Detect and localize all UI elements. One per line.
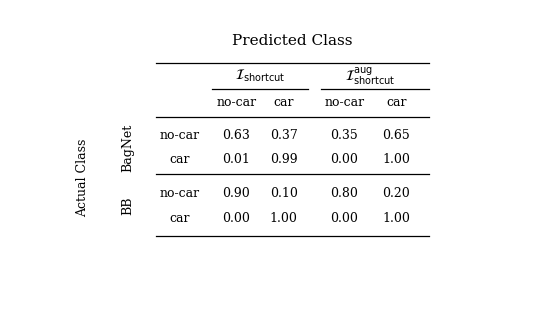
Text: Predicted Class: Predicted Class	[232, 34, 353, 48]
Text: 0.63: 0.63	[222, 129, 250, 143]
Text: 1.00: 1.00	[382, 154, 410, 167]
Text: 0.90: 0.90	[223, 187, 250, 200]
Text: 0.99: 0.99	[270, 154, 297, 167]
Text: 1.00: 1.00	[270, 212, 298, 225]
Text: car: car	[170, 212, 190, 225]
Text: no-car: no-car	[324, 96, 364, 109]
Text: 0.35: 0.35	[330, 129, 358, 143]
Text: 0.80: 0.80	[330, 187, 358, 200]
Text: no-car: no-car	[160, 129, 200, 143]
Text: car: car	[170, 154, 190, 167]
Text: 0.37: 0.37	[270, 129, 297, 143]
Text: 0.00: 0.00	[330, 154, 358, 167]
Text: Actual Class: Actual Class	[76, 138, 89, 217]
Text: 0.00: 0.00	[222, 212, 250, 225]
Text: $\mathcal{I}_{\mathrm{shortcut}}^{\mathrm{aug}}$: $\mathcal{I}_{\mathrm{shortcut}}^{\mathr…	[345, 65, 396, 87]
Text: 0.01: 0.01	[222, 154, 250, 167]
Text: 0.65: 0.65	[382, 129, 410, 143]
Text: $\mathcal{I}_{\mathrm{shortcut}}$: $\mathcal{I}_{\mathrm{shortcut}}$	[235, 68, 285, 84]
Text: 1.00: 1.00	[382, 212, 410, 225]
Text: no-car: no-car	[160, 187, 200, 200]
Text: no-car: no-car	[216, 96, 256, 109]
Text: BagNet: BagNet	[122, 124, 134, 172]
Text: 0.20: 0.20	[382, 187, 410, 200]
Text: car: car	[386, 96, 406, 109]
Text: BB: BB	[122, 197, 134, 216]
Text: car: car	[273, 96, 294, 109]
Text: 0.10: 0.10	[270, 187, 298, 200]
Text: 0.00: 0.00	[330, 212, 358, 225]
